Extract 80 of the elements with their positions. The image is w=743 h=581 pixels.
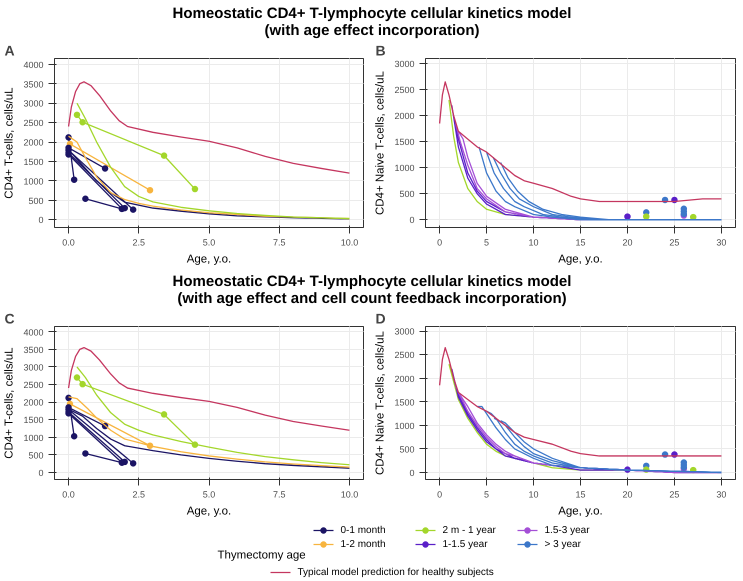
y-tick-label: 500 [28,196,44,206]
y-tick-label: 1500 [394,397,415,408]
x-tick-label: 2.5 [132,490,146,500]
text: B [376,42,386,58]
text: C [4,310,15,326]
y-tick-label: 3000 [23,362,44,372]
x-tick-label: 25 [669,490,680,500]
y-tick-label: 1000 [23,432,44,443]
x-tick-label: 10 [528,238,539,248]
y-tick-label: 3000 [394,326,415,337]
y-axis-title: CD4+ Naive T-cells, cells/uL [374,70,386,216]
y-tick-label: 0 [38,215,44,226]
x-tick-label: 7.5 [272,238,286,248]
y-axis-title: CD4+ T-cells, cells/uL [3,86,16,199]
x-tick-label: 20 [622,490,632,500]
x-tick-label: 5 [484,238,490,248]
text: A [4,42,15,58]
y-tick-label: 2500 [394,350,415,360]
y-tick-label: 500 [28,450,44,460]
x-tick-label: 20 [622,238,632,248]
y-tick-label: 4000 [23,60,44,70]
chart-subtitle: (with age effect and cell count feedback incorporation) [177,290,567,307]
y-tick-label: 0 [409,468,415,478]
x-tick-label: 0 [437,238,442,248]
y-tick-label: 3000 [394,59,415,70]
y-tick-label: 2000 [394,374,415,384]
y-tick-label: 500 [399,189,415,200]
y-axis-title: CD4+ Naive T-cells, cells/uL [374,330,386,476]
y-tick-label: 2000 [23,138,44,148]
legend-label: Typical model prediction for healthy subjects [298,567,494,578]
chart-title: Homeostatic CD4+ T-lymphocyte cellular kinetics model [172,5,572,22]
y-tick-label: 0 [409,215,415,226]
x-axis-title: Age, y.o. [186,254,232,266]
x-tick-label: 15 [575,238,586,248]
legend-title: Thymectomy age [218,550,306,562]
y-tick-label: 1500 [394,137,415,148]
y-tick-label: 1500 [23,415,44,426]
y-tick-label: 1000 [394,163,415,174]
x-tick-label: 0.0 [62,490,75,500]
y-tick-label: 2500 [23,380,44,390]
y-tick-label: 2000 [394,111,415,122]
x-tick-label: 5.0 [202,238,216,248]
x-tick-label: 0 [437,490,442,500]
y-tick-label: 500 [399,444,415,454]
chart-subtitle: (with age effect incorporation) [264,22,480,39]
y-axis-title: CD4+ T-cells, cells/uL [3,346,16,459]
legend-label: 1.5-3 year [544,525,590,536]
x-tick-label: 2.5 [132,238,146,248]
y-tick-label: 3500 [23,79,44,90]
x-tick-label: 25 [669,238,680,248]
y-tick-label: 1000 [394,420,415,431]
y-tick-label: 2500 [394,85,415,96]
y-tick-label: 0 [38,468,44,478]
x-axis-title: Age, y.o. [186,506,232,518]
x-tick-label: 5.0 [202,490,216,500]
x-tick-label: 0.0 [62,238,75,248]
x-tick-label: 30 [716,238,726,248]
x-tick-label: 15 [575,490,586,500]
legend-label: 0-1 month [340,525,386,536]
x-tick-label: 5 [484,490,490,500]
legend-label: 1-1.5 year [442,539,488,550]
legend-label: > 3 year [544,539,582,550]
y-tick-label: 2000 [23,398,44,408]
x-tick-label: 10 [528,490,539,500]
y-tick-label: 3000 [23,98,44,109]
chart-title: Homeostatic CD4+ T-lymphocyte cellular kinetics model [172,273,572,290]
x-axis-title: Age, y.o. [558,254,603,266]
y-tick-label: 4000 [23,327,44,338]
x-axis-title: Age, y.o. [558,506,603,518]
text: D [376,310,386,326]
x-tick-label: 10.0 [340,238,358,248]
y-tick-label: 1500 [23,156,44,167]
legend-label: 1-2 month [340,539,386,550]
x-tick-label: 7.5 [272,490,286,500]
y-tick-label: 3500 [23,344,44,355]
y-tick-label: 1000 [23,176,44,186]
y-tick-label: 2500 [23,118,44,128]
legend-label: 2 m - 1 year [442,525,497,536]
x-tick-label: 30 [716,490,726,500]
x-tick-label: 10.0 [340,490,358,500]
